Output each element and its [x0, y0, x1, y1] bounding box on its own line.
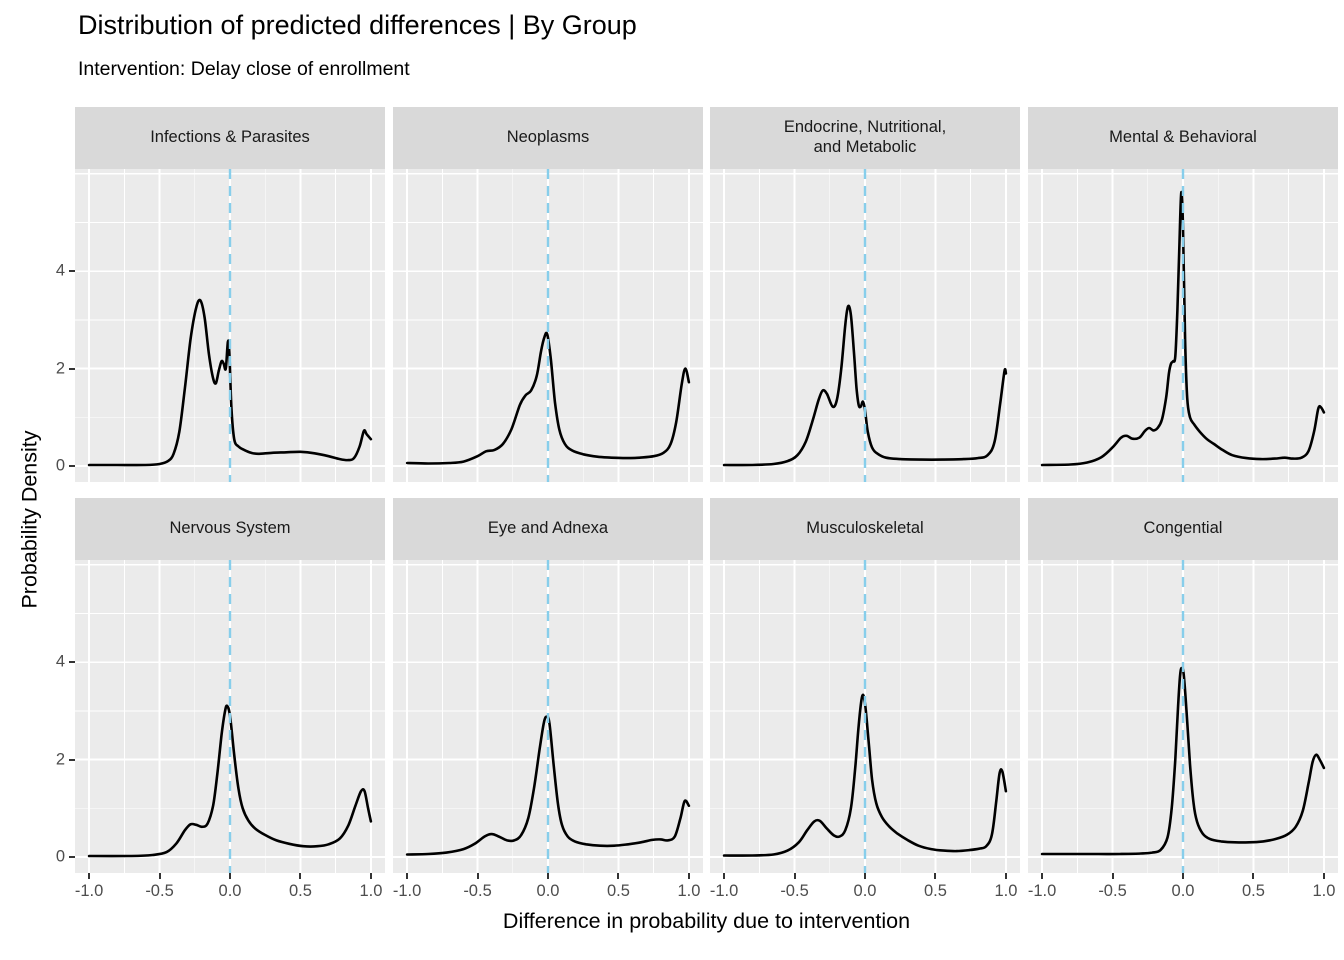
x-tick-mark: [1004, 873, 1007, 879]
x-tick-mark: [793, 873, 796, 879]
facet-strip-mental-behavioral: Mental & Behavioral: [1028, 107, 1338, 169]
facet-panel-eye-and-adnexa: [393, 560, 703, 873]
facet-label: Neoplasms: [506, 128, 590, 147]
x-tick-label: 0.5: [923, 882, 947, 900]
x-tick-mark: [369, 873, 372, 879]
x-tick-mark: [723, 873, 726, 879]
x-tick-label: -1.0: [709, 882, 739, 900]
facet-panel-nervous-system: [75, 560, 385, 873]
x-tick-mark: [88, 873, 91, 879]
facet-label: Congential: [1143, 519, 1223, 538]
x-tick-label: 1.0: [359, 882, 383, 900]
facet-label: Endocrine, Nutritional, and Metabolic: [783, 118, 947, 156]
density-curve: [87, 704, 373, 858]
x-tick-mark: [547, 873, 549, 879]
x-axis-title: Difference in probability due to interve…: [502, 909, 911, 933]
y-tick-label: 4: [55, 652, 65, 671]
x-tick-mark: [1041, 873, 1044, 879]
y-tick-label: 2: [55, 750, 65, 769]
density-curve: [405, 715, 691, 856]
density-curve: [1040, 666, 1326, 856]
facet-panel-congential: [1028, 560, 1338, 873]
facet-panel-neoplasms: [393, 169, 703, 482]
grid-lines: [393, 560, 703, 873]
facet-label: Infections & Parasites: [150, 128, 310, 147]
x-tick-mark: [476, 873, 479, 879]
y-tick-mark: [69, 661, 75, 664]
y-tick-mark: [69, 855, 75, 858]
density-curve: [722, 304, 1008, 467]
x-tick-label: 0.0: [218, 882, 242, 900]
density-curve: [87, 298, 373, 467]
x-tick-label: -0.5: [780, 882, 809, 900]
x-tick-label: 0.0: [853, 882, 877, 900]
facet-strip-musculoskeletal: Musculoskeletal: [710, 498, 1020, 560]
density-curve: [405, 331, 691, 465]
x-tick-label: -1.0: [392, 882, 422, 900]
x-tick-mark: [299, 873, 302, 879]
density-curve: [1040, 190, 1326, 467]
x-tick-label: 1.0: [677, 882, 701, 900]
x-tick-label: -1.0: [74, 882, 104, 900]
chart-subtitle: Intervention: Delay close of enrollment: [78, 58, 410, 80]
facet-label: Musculoskeletal: [806, 519, 924, 538]
x-tick-mark: [934, 873, 937, 879]
x-tick-label: 1.0: [1312, 882, 1336, 900]
y-tick-label: 2: [55, 359, 65, 378]
chart-title: Distribution of predicted differences | …: [78, 10, 637, 40]
x-tick-mark: [687, 873, 690, 879]
x-tick-mark: [1182, 873, 1184, 879]
x-tick-label: 0.5: [606, 882, 630, 900]
facet-panel-infections-parasites: [75, 169, 385, 482]
y-tick-mark: [69, 464, 75, 467]
x-tick-mark: [158, 873, 161, 879]
x-tick-label: -0.5: [145, 882, 174, 900]
x-tick-label: 0.0: [536, 882, 560, 900]
y-tick-label: 0: [55, 456, 65, 475]
x-tick-label: 1.0: [994, 882, 1018, 900]
x-tick-mark: [1252, 873, 1255, 879]
x-tick-mark: [617, 873, 620, 879]
facet-strip-nervous-system: Nervous System: [75, 498, 385, 560]
y-tick-mark: [69, 367, 75, 370]
x-tick-label: 0.5: [288, 882, 312, 900]
x-tick-label: 0.5: [1241, 882, 1265, 900]
y-tick-label: 4: [55, 261, 65, 280]
x-tick-label: 0.0: [1171, 882, 1195, 900]
x-tick-mark: [1111, 873, 1114, 879]
y-axis-title: Probability Density: [17, 430, 42, 609]
density-curve: [722, 693, 1008, 857]
facet-panel-endocrine-nutritional: [710, 169, 1020, 482]
facet-label: Mental & Behavioral: [1109, 128, 1257, 147]
y-tick-mark: [69, 758, 75, 761]
y-tick-label: 0: [55, 847, 65, 866]
facet-strip-congential: Congential: [1028, 498, 1338, 560]
facet-strip-endocrine-nutritional: Endocrine, Nutritional, and Metabolic: [710, 107, 1020, 169]
facet-panel-musculoskeletal: [710, 560, 1020, 873]
x-tick-mark: [864, 873, 866, 879]
x-tick-mark: [229, 873, 231, 879]
facet-label: Eye and Adnexa: [487, 519, 609, 538]
facet-panel-mental-behavioral: [1028, 169, 1338, 482]
x-tick-label: -0.5: [463, 882, 492, 900]
facet-strip-infections-parasites: Infections & Parasites: [75, 107, 385, 169]
facet-strip-neoplasms: Neoplasms: [393, 107, 703, 169]
facet-strip-eye-and-adnexa: Eye and Adnexa: [393, 498, 703, 560]
x-tick-label: -0.5: [1098, 882, 1127, 900]
y-tick-mark: [69, 270, 75, 273]
x-tick-mark: [1322, 873, 1325, 879]
x-tick-mark: [406, 873, 409, 879]
facet-label: Nervous System: [169, 519, 291, 538]
x-tick-label: -1.0: [1027, 882, 1057, 900]
